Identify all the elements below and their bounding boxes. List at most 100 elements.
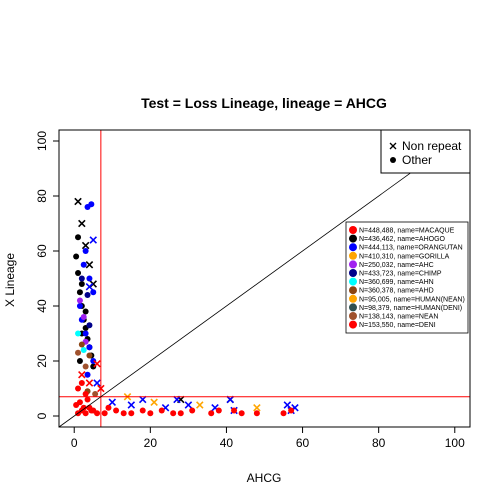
data-point xyxy=(84,292,91,298)
y-tick-label: 20 xyxy=(35,354,49,368)
reference-lines xyxy=(58,129,471,428)
x-tick-label: 100 xyxy=(445,436,465,450)
data-point-cross xyxy=(138,395,147,404)
series-legend-label: N=153,550, name=DENI xyxy=(359,322,436,329)
legend-color-dot xyxy=(349,234,357,243)
series-legend-label: N=95,005, name=HUMAN(NEAN) xyxy=(359,296,465,303)
data-point xyxy=(82,391,89,397)
data-point-cross xyxy=(93,379,101,387)
legend-color-dot xyxy=(349,260,357,269)
data-point-cross xyxy=(226,395,235,404)
legend-color-dot xyxy=(349,251,357,260)
data-point xyxy=(82,363,89,370)
data-point xyxy=(75,349,82,356)
marker-legend-label: Other xyxy=(402,153,432,167)
data-point xyxy=(86,352,93,359)
data-point-cross xyxy=(173,395,181,404)
data-point-cross xyxy=(253,403,261,412)
legend-dot-icon xyxy=(390,157,396,163)
chart-title: Test = Loss Lineage, lineage = AHCG xyxy=(141,95,387,111)
y-tick-label: 60 xyxy=(35,244,49,258)
data-point-cross xyxy=(108,398,117,407)
data-point xyxy=(80,347,87,353)
marker-legend-label: Non repeat xyxy=(402,139,462,153)
series-legend-label: N=448,488, name=MACAQUE xyxy=(359,228,455,235)
data-point-cross xyxy=(184,401,193,409)
y-axis-label: X Lineage xyxy=(3,253,17,307)
y-tick-label: 0 xyxy=(35,412,49,419)
data-point xyxy=(88,407,95,414)
x-tick-label: 80 xyxy=(372,436,386,450)
data-point xyxy=(92,391,99,397)
x-tick-label: 60 xyxy=(296,436,310,450)
data-point-cross xyxy=(127,401,136,409)
data-point-cross xyxy=(81,241,90,250)
series-legend-box xyxy=(345,221,469,334)
data-point xyxy=(76,289,83,296)
y-tick-label: 100 xyxy=(35,131,49,151)
data-point xyxy=(82,308,89,315)
series-legend-label: N=98,379, name=HUMAN(DENI) xyxy=(359,305,462,312)
x-tick-label: 0 xyxy=(71,436,78,450)
data-point xyxy=(82,248,89,254)
data-point xyxy=(113,407,120,414)
data-points xyxy=(73,197,299,417)
data-point xyxy=(158,407,165,414)
legend-color-dot xyxy=(349,294,357,303)
legend-cross-icon xyxy=(389,142,397,150)
series-legend-label: N=250,032, name=AHC xyxy=(359,262,434,269)
series-legend-label: N=360,699, name=AHN xyxy=(359,279,434,286)
data-point xyxy=(208,410,215,417)
series-legend-label: N=360,378, name=AHD xyxy=(359,288,434,295)
x-tick-label: 20 xyxy=(144,436,158,450)
data-point-cross xyxy=(78,370,86,379)
data-point xyxy=(170,410,177,417)
data-point xyxy=(231,407,238,414)
data-point xyxy=(84,396,91,403)
data-point xyxy=(80,404,87,411)
data-point xyxy=(78,341,85,348)
data-point xyxy=(73,253,80,260)
data-point xyxy=(86,322,93,329)
data-point xyxy=(147,410,154,417)
data-point xyxy=(80,314,87,320)
data-point xyxy=(177,410,184,417)
data-point xyxy=(84,371,91,378)
legend-color-dot xyxy=(349,243,357,252)
data-point xyxy=(75,330,82,337)
data-point xyxy=(78,380,85,386)
y-tick-label: 80 xyxy=(35,189,49,203)
y-tick-label: 40 xyxy=(35,299,49,313)
data-point xyxy=(80,261,87,268)
series-legend-label: N=138,143, name=NEAN xyxy=(359,314,438,321)
data-point xyxy=(288,407,295,414)
data-point xyxy=(86,275,93,282)
data-point xyxy=(75,270,82,276)
data-point-cross xyxy=(93,359,101,368)
data-point xyxy=(76,399,83,406)
data-point xyxy=(76,297,83,304)
series-legend-label: N=433,723, name=CHIMP xyxy=(359,271,442,278)
data-point xyxy=(78,275,85,282)
data-point-cross xyxy=(196,401,204,409)
data-point xyxy=(76,303,83,309)
data-point-cross xyxy=(85,260,94,269)
data-point xyxy=(101,410,108,417)
x-axis-label: AHCG xyxy=(247,471,282,485)
diagonal-reference-line xyxy=(58,129,471,428)
legend-color-dot xyxy=(349,286,357,295)
data-point xyxy=(120,410,127,417)
data-point xyxy=(76,358,83,364)
data-point xyxy=(86,344,93,351)
marker-legend-box xyxy=(380,129,471,174)
data-point xyxy=(82,410,89,417)
legend-color-dot xyxy=(349,303,357,312)
data-point-cross xyxy=(283,401,292,409)
data-point-cross xyxy=(85,282,94,291)
data-point xyxy=(88,201,95,208)
legend-color-dot xyxy=(349,320,357,329)
data-point xyxy=(128,410,135,417)
data-point xyxy=(105,404,112,411)
legend-color-dot xyxy=(349,226,357,234)
